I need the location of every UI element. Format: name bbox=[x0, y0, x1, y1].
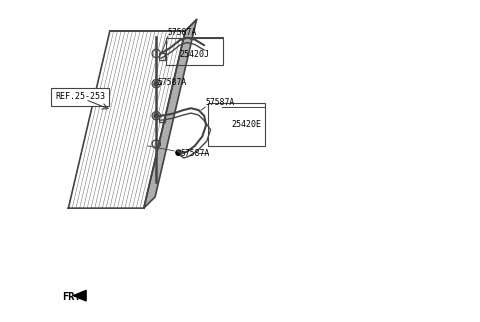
Bar bbox=[159, 115, 165, 122]
Circle shape bbox=[176, 150, 181, 155]
FancyBboxPatch shape bbox=[208, 102, 264, 146]
Text: 57587A: 57587A bbox=[205, 98, 235, 107]
Bar bbox=[159, 53, 165, 60]
Text: 57587A: 57587A bbox=[180, 149, 210, 158]
Text: FR.: FR. bbox=[62, 292, 81, 302]
Polygon shape bbox=[73, 290, 86, 301]
Text: 25420J: 25420J bbox=[180, 50, 210, 59]
FancyBboxPatch shape bbox=[167, 38, 223, 65]
Text: 57587A: 57587A bbox=[168, 27, 197, 36]
Text: 25420E: 25420E bbox=[231, 120, 262, 129]
Text: 57587A: 57587A bbox=[158, 78, 187, 87]
Circle shape bbox=[154, 81, 158, 86]
Circle shape bbox=[154, 113, 158, 118]
Text: REF.25-253: REF.25-253 bbox=[55, 92, 105, 101]
